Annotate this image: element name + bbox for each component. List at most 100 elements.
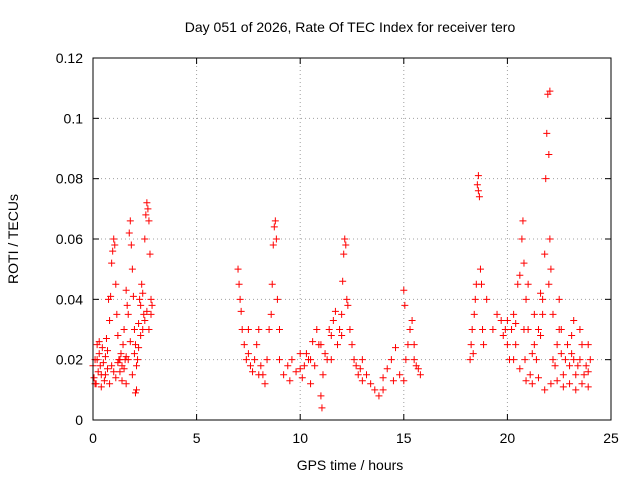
data-point: [396, 371, 404, 379]
data-point: [534, 326, 542, 333]
data-point: [566, 362, 574, 370]
data-point: [559, 371, 567, 379]
data-point: [383, 365, 391, 373]
data-point: [549, 356, 557, 364]
data-point: [542, 175, 550, 183]
data-point: [572, 386, 580, 394]
data-point: [106, 316, 114, 324]
data-point: [545, 151, 553, 159]
y-axis-label: ROTI / TECUs: [5, 194, 21, 284]
data-point: [522, 295, 530, 303]
data-point: [338, 310, 346, 318]
data-point: [98, 344, 106, 352]
data-point: [547, 380, 555, 388]
x-tick-label: 0: [89, 430, 97, 446]
data-point: [519, 217, 527, 225]
data-point: [275, 356, 283, 364]
data-point: [128, 265, 136, 273]
data-point: [325, 326, 333, 333]
data-point: [541, 386, 549, 394]
data-point: [273, 295, 281, 303]
data-point: [296, 365, 304, 373]
data-point: [520, 259, 528, 267]
data-point: [348, 341, 356, 349]
data-point: [134, 356, 142, 364]
data-point: [147, 310, 155, 318]
data-point: [526, 371, 534, 379]
data-point: [123, 301, 131, 309]
data-point: [497, 316, 505, 324]
data-point: [522, 377, 530, 385]
data-point: [474, 172, 482, 180]
x-tick-label: 25: [603, 430, 619, 446]
data-point: [97, 383, 105, 391]
data-point: [138, 280, 146, 288]
data-point: [516, 271, 524, 279]
data-point: [108, 362, 116, 370]
data-point: [546, 235, 554, 243]
data-point: [95, 350, 103, 358]
data-point: [271, 217, 279, 225]
data-point: [107, 292, 115, 300]
data-point: [389, 377, 397, 385]
data-point: [379, 374, 387, 382]
data-point: [102, 335, 110, 343]
x-axis-label: GPS time / hours: [297, 457, 404, 473]
data-point: [246, 362, 254, 370]
data-point: [302, 350, 310, 358]
data-point: [549, 310, 557, 318]
y-tick-label: 0.04: [56, 291, 83, 307]
data-point: [410, 341, 418, 349]
data-point: [253, 341, 261, 349]
data-point: [568, 350, 576, 358]
data-point: [309, 338, 317, 346]
data-point: [479, 326, 487, 333]
data-point: [329, 316, 337, 324]
data-point: [257, 362, 265, 370]
data-point: [363, 371, 371, 379]
data-point: [141, 235, 149, 243]
data-point: [321, 350, 329, 358]
data-point: [557, 326, 565, 333]
data-point: [356, 365, 364, 373]
data-point: [317, 392, 325, 400]
data-point: [340, 250, 348, 258]
data-point: [346, 326, 354, 333]
data-point: [493, 310, 501, 318]
data-point: [582, 362, 590, 370]
data-point: [124, 310, 132, 318]
data-point: [520, 326, 528, 333]
data-point: [516, 365, 524, 373]
data-point: [114, 359, 122, 367]
data-point: [586, 356, 594, 364]
data-point: [568, 332, 576, 340]
data-point: [342, 241, 350, 249]
y-tick-labels: 0 0.02 0.04 0.06 0.08 0.1 0.12: [56, 50, 83, 428]
data-point: [307, 380, 315, 388]
data-point: [483, 295, 491, 303]
data-point: [113, 310, 121, 318]
data-point: [318, 404, 326, 412]
data-point: [137, 332, 145, 340]
data-point: [352, 362, 360, 370]
data-point: [255, 371, 263, 379]
data-point: [125, 229, 133, 237]
data-point: [350, 356, 358, 364]
data-point: [242, 356, 250, 364]
data-point: [104, 347, 112, 355]
data-point: [539, 295, 547, 303]
y-tick-label: 0.1: [64, 110, 84, 126]
data-point: [514, 280, 522, 288]
data-point: [131, 389, 139, 397]
data-point: [139, 289, 147, 297]
data-point: [508, 326, 516, 333]
data-point: [555, 295, 563, 303]
data-point: [317, 341, 325, 349]
data-point: [580, 371, 588, 379]
data-point: [402, 356, 410, 364]
data-point: [307, 356, 315, 364]
data-point: [400, 377, 408, 385]
data-point: [142, 211, 150, 219]
data-point: [263, 356, 271, 364]
